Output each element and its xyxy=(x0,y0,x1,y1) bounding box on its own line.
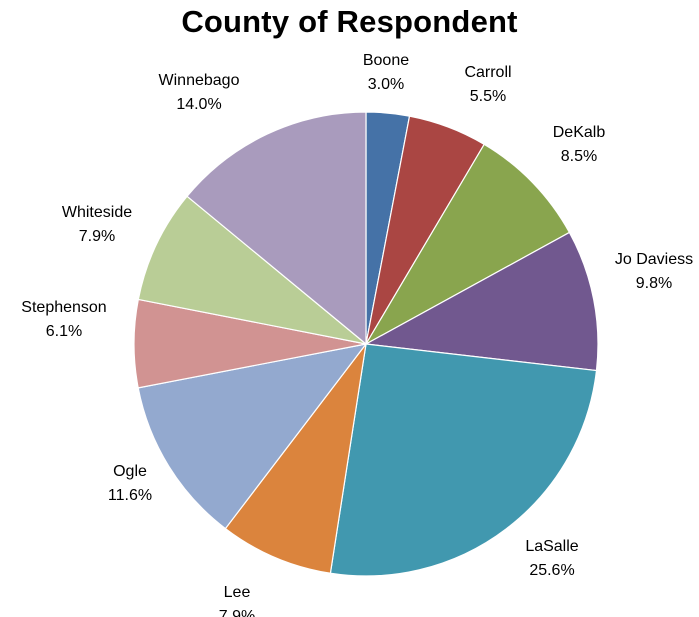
slice-label-carroll: Carroll xyxy=(464,64,511,81)
slice-label-lasalle: LaSalle xyxy=(525,538,578,555)
pie-slice-lasalle xyxy=(329,343,598,577)
pie-slice-lee xyxy=(224,343,367,574)
slice-label-dekalb: DeKalb xyxy=(553,124,606,141)
slice-label-whiteside: Whiteside xyxy=(62,204,132,221)
slice-percent-lasalle: 25.6% xyxy=(529,562,574,579)
slice-label-lee: Lee xyxy=(224,584,251,601)
slice-label-winnebago: Winnebago xyxy=(159,72,240,89)
slice-percent-whiteside: 7.9% xyxy=(79,228,115,245)
slice-label-boone: Boone xyxy=(363,52,409,69)
slice-percent-dekalb: 8.5% xyxy=(561,148,597,165)
slice-percent-ogle: 11.6% xyxy=(108,487,152,504)
pie-slice-jo-daviess xyxy=(364,231,599,372)
pie-slice-whiteside xyxy=(137,195,367,345)
pie-slice-ogle xyxy=(137,343,368,530)
slice-label-stephenson: Stephenson xyxy=(21,299,106,316)
pie-slice-dekalb xyxy=(364,143,571,346)
pie-slice-winnebago xyxy=(186,111,367,346)
slice-label-jo-daviess: Jo Daviess xyxy=(615,251,693,268)
slice-percent-lee: 7.9% xyxy=(219,608,255,617)
slice-percent-boone: 3.0% xyxy=(368,76,404,93)
slice-percent-jo-daviess: 9.8% xyxy=(636,275,672,292)
slice-percent-winnebago: 14.0% xyxy=(176,96,221,113)
slice-label-ogle: Ogle xyxy=(113,463,147,480)
chart-title: County of Respondent xyxy=(181,4,518,39)
slice-percent-stephenson: 6.1% xyxy=(46,323,82,340)
slice-percent-carroll: 5.5% xyxy=(470,88,506,105)
